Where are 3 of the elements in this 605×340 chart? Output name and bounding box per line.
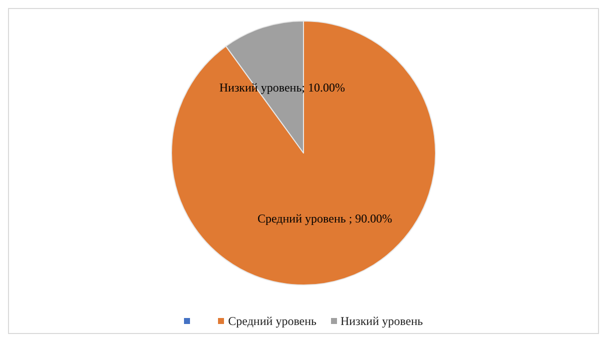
legend-label: Средний уровень [228,314,317,328]
data-label: Средний уровень ; 90.00% [257,212,392,226]
legend-label: Низкий уровень [340,314,423,328]
